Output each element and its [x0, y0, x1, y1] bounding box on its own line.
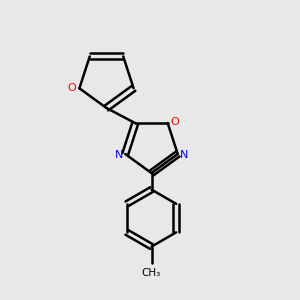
Text: CH₃: CH₃ — [142, 268, 161, 278]
Text: N: N — [115, 150, 123, 160]
Text: O: O — [170, 117, 179, 127]
Text: N: N — [180, 150, 188, 160]
Text: O: O — [68, 83, 76, 93]
